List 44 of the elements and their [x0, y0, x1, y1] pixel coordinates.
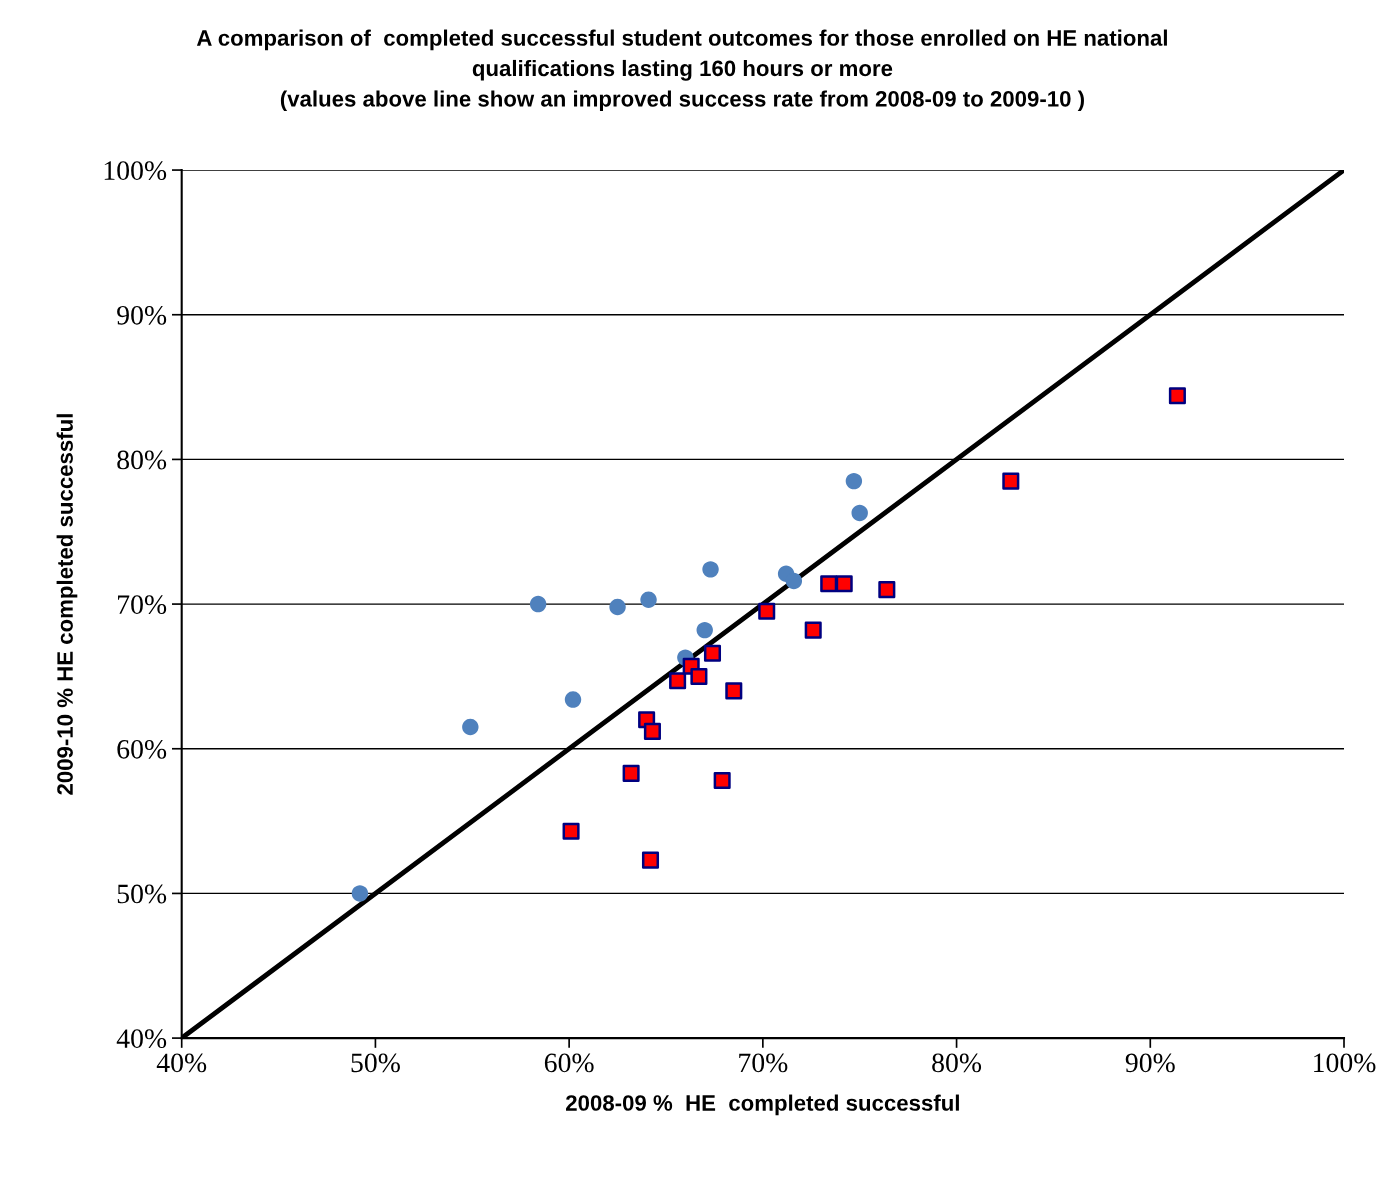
- point: [878, 581, 896, 599]
- y-tick-label: 50%: [117, 884, 167, 904]
- point: [462, 718, 479, 736]
- point: [1002, 472, 1020, 490]
- point: [696, 621, 713, 639]
- point: [640, 591, 657, 608]
- point: [804, 621, 822, 639]
- y-tick-label: 60%: [117, 739, 167, 759]
- point: [564, 691, 582, 708]
- point: [702, 561, 719, 578]
- x-tick-label: 60%: [544, 1053, 594, 1073]
- chart-title: A comparison of completed successful student outcomes for those enrolled on HE national qualifications lasting 160 hours or more (values above line show an improved success rate from 2008-09 to 2009-10 ): [196, 29, 1167, 112]
- point: [529, 595, 547, 613]
- point: [820, 575, 838, 593]
- point: [758, 602, 776, 620]
- point: [851, 504, 868, 522]
- x-tick-label: 80%: [932, 1053, 982, 1073]
- point: [725, 682, 743, 700]
- x-tick-label: 100%: [1314, 1053, 1376, 1073]
- point: [703, 644, 722, 662]
- x-axis-title: 2008-09 % HE completed successful: [566, 1094, 959, 1116]
- point: [562, 822, 580, 840]
- x-tick-label: 90%: [1125, 1053, 1175, 1073]
- y-tick-label: 80%: [117, 450, 167, 470]
- y-axis-title: 2009-10 % HE completed successful: [56, 414, 78, 795]
- x-tick-label: 50%: [351, 1053, 400, 1073]
- point: [845, 472, 863, 490]
- point: [835, 575, 853, 593]
- y-tick-label: 100%: [104, 161, 167, 181]
- x-tick-label: 70%: [739, 1053, 788, 1073]
- y-tick-label: 40%: [116, 1029, 167, 1049]
- point: [713, 772, 731, 790]
- point: [643, 722, 661, 740]
- point: [1168, 387, 1186, 405]
- point: [351, 885, 369, 902]
- y-tick-label: 90%: [117, 305, 167, 325]
- y-tick-label: 70%: [118, 595, 167, 615]
- point: [641, 851, 660, 869]
- point: [690, 667, 708, 685]
- point: [622, 764, 640, 782]
- x-tick-label: 40%: [156, 1053, 207, 1073]
- point: [609, 598, 626, 616]
- point: [669, 672, 687, 690]
- point: [785, 572, 803, 590]
